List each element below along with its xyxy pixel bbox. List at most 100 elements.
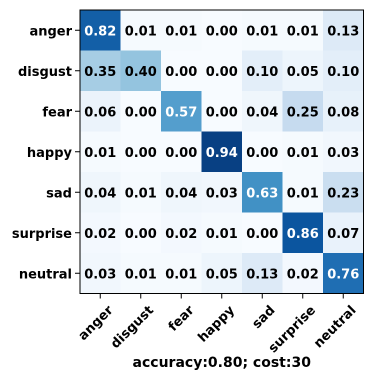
heatmap-cell bbox=[120, 212, 162, 254]
cell-value-label: 0.01 bbox=[206, 227, 238, 242]
cell-value-label: 0.00 bbox=[246, 146, 278, 161]
x-tick-label: sad bbox=[250, 303, 279, 332]
cell-value-label: 0.01 bbox=[246, 24, 278, 39]
heatmap-cell bbox=[161, 172, 202, 213]
cell-value-label: 0.35 bbox=[84, 65, 116, 80]
cell-value-label: 0.25 bbox=[287, 105, 319, 120]
heatmap-cell bbox=[120, 253, 162, 294]
cell-value-label: 0.76 bbox=[327, 267, 359, 282]
cell-value-label: 0.40 bbox=[125, 65, 157, 80]
heatmap-cell bbox=[282, 212, 324, 254]
y-tick-label: anger bbox=[29, 24, 72, 39]
heatmap-cell bbox=[161, 10, 202, 51]
heatmap-cell bbox=[242, 253, 283, 294]
cell-value-label: 0.01 bbox=[125, 24, 157, 39]
x-axis-title: accuracy:0.80; cost:30 bbox=[133, 355, 312, 371]
cell-value-label: 0.10 bbox=[246, 65, 278, 80]
cell-value-label: 0.08 bbox=[327, 105, 359, 120]
heatmap-cell bbox=[80, 212, 121, 254]
cell-value-label: 0.00 bbox=[206, 65, 238, 80]
cell-value-label: 0.13 bbox=[327, 24, 359, 39]
heatmap-cell bbox=[80, 172, 121, 213]
cell-value-label: 0.01 bbox=[125, 186, 157, 201]
heatmap-cell bbox=[282, 10, 324, 51]
heatmap-cell bbox=[80, 50, 121, 92]
heatmap-cell bbox=[80, 91, 121, 132]
heatmap-cell bbox=[323, 131, 364, 173]
cell-value-label: 0.03 bbox=[206, 186, 238, 201]
cell-value-label: 0.01 bbox=[287, 146, 319, 161]
x-tick-label: happy bbox=[195, 303, 238, 346]
cell-value-label: 0.02 bbox=[84, 227, 116, 242]
heatmap-cell bbox=[323, 50, 364, 92]
heatmap-cell bbox=[242, 172, 283, 213]
cell-value-label: 0.63 bbox=[246, 186, 278, 201]
cell-value-label: 0.00 bbox=[125, 105, 157, 120]
cell-value-label: 0.04 bbox=[165, 186, 197, 201]
cell-value-label: 0.10 bbox=[327, 65, 359, 80]
cell-value-label: 0.00 bbox=[165, 146, 197, 161]
heatmap-cell bbox=[323, 172, 364, 213]
y-tick-label: happy bbox=[27, 146, 73, 161]
cell-value-label: 0.04 bbox=[84, 186, 116, 201]
cell-value-label: 0.01 bbox=[165, 267, 197, 282]
heatmap-cell bbox=[201, 10, 243, 51]
heatmap-cell bbox=[282, 172, 324, 213]
heatmap-cell bbox=[323, 10, 364, 51]
heatmap-cell bbox=[282, 131, 324, 173]
heatmap-cell bbox=[242, 212, 283, 254]
heatmap-cell bbox=[201, 172, 243, 213]
heatmap-cell bbox=[120, 50, 162, 92]
cell-value-label: 0.82 bbox=[84, 24, 116, 39]
heatmap-cell bbox=[161, 253, 202, 294]
cell-value-label: 0.03 bbox=[84, 267, 116, 282]
cell-value-label: 0.06 bbox=[84, 105, 116, 120]
cell-value-label: 0.05 bbox=[206, 267, 238, 282]
heatmap-cell bbox=[80, 131, 121, 173]
heatmap-cell bbox=[161, 50, 202, 92]
y-tick-label: neutral bbox=[19, 267, 72, 282]
heatmap-cell bbox=[120, 91, 162, 132]
cell-value-label: 0.00 bbox=[165, 65, 197, 80]
y-tick-label: sad bbox=[46, 186, 72, 201]
cell-value-label: 0.13 bbox=[246, 267, 278, 282]
cell-value-label: 0.01 bbox=[165, 24, 197, 39]
heatmap-cell bbox=[201, 50, 243, 92]
heatmap-cell bbox=[242, 91, 283, 132]
cell-value-label: 0.01 bbox=[287, 186, 319, 201]
heatmap-cell bbox=[161, 131, 202, 173]
cell-value-label: 0.00 bbox=[125, 227, 157, 242]
cell-value-label: 0.01 bbox=[287, 24, 319, 39]
cell-value-label: 0.00 bbox=[206, 24, 238, 39]
heatmap-cell bbox=[120, 172, 162, 213]
cell-value-label: 0.03 bbox=[327, 146, 359, 161]
y-tick-label: fear bbox=[42, 105, 72, 120]
cell-value-label: 0.00 bbox=[125, 146, 157, 161]
heatmap-cell bbox=[323, 91, 364, 132]
heatmap-cell bbox=[201, 253, 243, 294]
x-tick-label: neutral bbox=[311, 303, 359, 351]
heatmap-cell bbox=[120, 10, 162, 51]
cell-value-label: 0.04 bbox=[246, 105, 278, 120]
heatmap-cell bbox=[80, 10, 121, 51]
cell-value-label: 0.02 bbox=[165, 227, 197, 242]
heatmap-cell bbox=[282, 91, 324, 132]
heatmap-cell bbox=[201, 212, 243, 254]
heatmap-cell bbox=[323, 212, 364, 254]
cell-value-label: 0.86 bbox=[287, 227, 319, 242]
cell-value-label: 0.00 bbox=[246, 227, 278, 242]
heatmap-cell bbox=[161, 91, 202, 132]
cell-value-label: 0.07 bbox=[327, 227, 359, 242]
cell-value-label: 0.02 bbox=[287, 267, 319, 282]
cell-value-label: 0.94 bbox=[206, 146, 238, 161]
heatmap-cell bbox=[323, 253, 364, 294]
cell-value-label: 0.05 bbox=[287, 65, 319, 80]
heatmap-cell bbox=[201, 131, 243, 173]
heatmap-cell bbox=[282, 50, 324, 92]
heatmap-cell bbox=[161, 212, 202, 254]
cell-value-label: 0.01 bbox=[84, 146, 116, 161]
x-tick-label: disgust bbox=[108, 303, 157, 352]
y-tick-label: disgust bbox=[18, 65, 72, 80]
